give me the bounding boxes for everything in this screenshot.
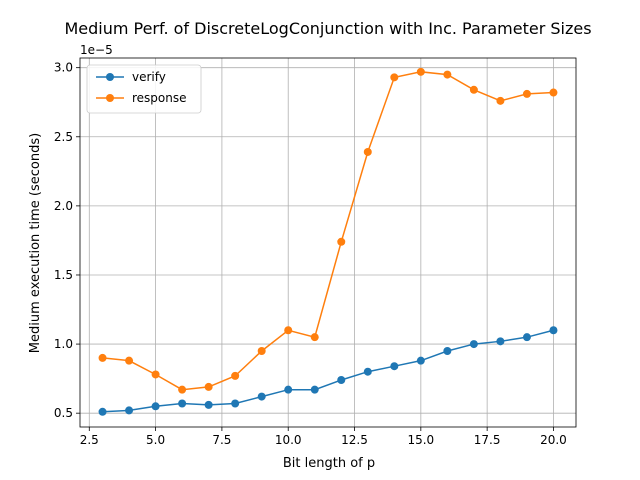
x-tick-label: 15.0 <box>407 433 434 447</box>
y-tick-label: 2.0 <box>54 199 73 213</box>
y-axis-label: Medium execution time (seconds) <box>28 133 43 353</box>
x-tick-label: 12.5 <box>341 433 368 447</box>
plot-area: 2.5 5.0 7.5 10.0 12.5 15.0 17.5 20.0 0.5 1.0 1.5 2.… <box>54 57 577 447</box>
data-point-verify <box>363 367 372 376</box>
data-point-response <box>231 371 240 380</box>
data-point-verify <box>337 376 346 385</box>
data-point-response <box>549 88 558 97</box>
y-tick-label: 2.5 <box>54 130 73 144</box>
x-tick-label: 10.0 <box>275 433 302 447</box>
data-point-verify <box>416 356 425 365</box>
x-tick-label: 17.5 <box>474 433 501 447</box>
x-tick-label: 2.5 <box>80 433 99 447</box>
series-line-verify <box>102 329 554 413</box>
legend-label-response: response <box>132 91 187 105</box>
data-point-verify <box>443 346 452 355</box>
data-point-response <box>204 382 213 391</box>
series-line-response <box>102 71 554 391</box>
data-point-response <box>496 96 505 105</box>
legend-label-verify: verify <box>132 70 166 84</box>
data-point-verify <box>204 400 213 409</box>
data-point-response <box>416 67 425 76</box>
x-tick-label: 20.0 <box>540 433 567 447</box>
data-point-verify <box>522 333 531 342</box>
y-axis-offset-label: 1e−5 <box>80 43 113 57</box>
data-point-verify <box>125 406 134 415</box>
y-tick-label: 1.5 <box>54 268 73 282</box>
data-point-verify <box>496 337 505 346</box>
data-point-response <box>337 237 346 246</box>
data-point-response <box>125 356 134 365</box>
data-point-response <box>178 385 187 394</box>
data-point-verify <box>549 326 558 335</box>
data-point-response <box>257 346 266 355</box>
x-axis-label: Bit length of p <box>283 456 375 471</box>
data-point-response <box>522 89 531 98</box>
data-point-response <box>443 70 452 79</box>
data-point-response <box>98 353 107 362</box>
data-point-verify <box>284 385 293 394</box>
data-point-verify <box>98 407 107 416</box>
legend-marker-response <box>106 94 114 102</box>
data-point-verify <box>390 362 399 371</box>
data-point-verify <box>231 399 240 408</box>
data-point-response <box>310 333 319 342</box>
data-point-verify <box>469 340 478 349</box>
data-point-response <box>151 370 160 379</box>
y-tick-label: 3.0 <box>54 61 73 75</box>
axes-frame <box>79 57 577 428</box>
data-point-verify <box>151 402 160 411</box>
chart-title: Medium Perf. of DiscreteLogConjunction w… <box>64 19 591 38</box>
data-point-response <box>363 147 372 156</box>
x-tick-label: 5.0 <box>146 433 165 447</box>
data-point-verify <box>310 385 319 394</box>
y-tick-label: 1.0 <box>54 337 73 351</box>
legend-marker-verify <box>106 73 114 81</box>
data-point-response <box>469 85 478 94</box>
x-tick-label: 7.5 <box>212 433 231 447</box>
data-point-verify <box>178 399 187 408</box>
data-point-verify <box>257 392 266 401</box>
y-tick-label: 0.5 <box>54 406 73 420</box>
data-point-response <box>284 326 293 335</box>
legend: verify response <box>86 64 202 114</box>
data-point-response <box>390 73 399 82</box>
